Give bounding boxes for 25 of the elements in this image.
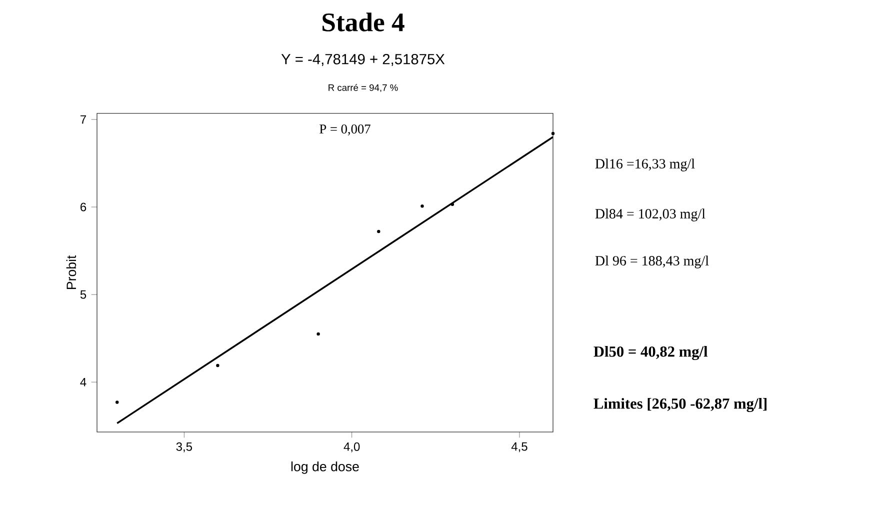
point [116, 400, 119, 404]
point [551, 132, 555, 136]
text: Dl50 = 40,82 mg/l [594, 346, 708, 360]
y-tick-label: 4 [80, 378, 86, 386]
y-tick-label: 6 [80, 202, 86, 212]
point [377, 230, 380, 234]
text: Limites [26,50 -62,87 mg/l] [594, 398, 766, 412]
chart-title: Stade 4 [322, 12, 404, 32]
text: R carré = 94,7 % [328, 84, 398, 92]
text: Dl16 =16,33 mg/l [595, 158, 695, 172]
point [216, 364, 220, 368]
point [420, 204, 424, 208]
y-axis-title: Probit [66, 255, 76, 289]
x-tick-label: 3,5 [176, 442, 192, 452]
point [450, 202, 454, 206]
text: Dl 96 = 188,43 mg/l [595, 256, 709, 268]
point [316, 332, 320, 336]
y-tick-label: 5 [80, 290, 86, 299]
chart-subtitle: Y = -4,78149 + 2,51875X [281, 54, 445, 66]
x-tick-label: 4,0 [344, 442, 360, 452]
x-axis-title: log de dose [291, 461, 359, 474]
x-tick-label: 4,5 [511, 442, 528, 452]
y-tick-label: 7 [80, 115, 86, 124]
annotation: P = 0,007 [320, 124, 370, 136]
text: Dl84 = 102,03 mg/l [595, 208, 706, 222]
